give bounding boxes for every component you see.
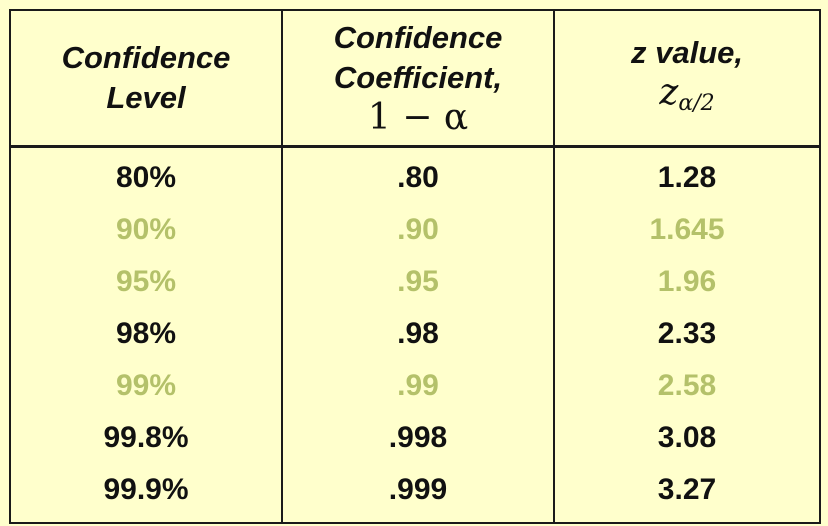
cell-z-value: 2.33 <box>553 308 821 360</box>
header-confidence-coefficient-line2: Coefficient, <box>333 60 503 95</box>
header-row: Confidence Level Confidence Coefficient,… <box>9 9 821 148</box>
cell-confidence-coefficient: .999 <box>281 464 555 524</box>
table-row: 80% .80 1.28 <box>9 146 821 204</box>
table-row: 99.8% .998 3.08 <box>9 412 821 464</box>
alpha-over-2-subscript: α/2 <box>678 90 715 116</box>
cell-z-value: 3.08 <box>553 412 821 464</box>
table-row: 99% .99 2.58 <box>9 360 821 412</box>
table-row: 90% .90 1.645 <box>9 204 821 256</box>
table-row: 99.9% .999 3.27 <box>9 464 821 524</box>
cell-confidence-coefficient: .80 <box>281 146 555 204</box>
header-confidence-coefficient: Confidence Coefficient, 1 − α <box>281 9 555 148</box>
cell-confidence-level: 95% <box>9 256 283 308</box>
z-symbol: z <box>659 71 679 113</box>
cell-confidence-coefficient: .998 <box>281 412 555 464</box>
cell-z-value: 1.28 <box>553 146 821 204</box>
cell-confidence-level: 99% <box>9 360 283 412</box>
header-z-value: z value, zα/2 <box>553 9 821 148</box>
header-confidence-level-line1: Confidence <box>61 40 231 75</box>
header-z-alpha-over-2: zα/2 <box>555 71 819 124</box>
confidence-z-table: Confidence Level Confidence Coefficient,… <box>9 9 821 524</box>
cell-z-value: 1.96 <box>553 256 821 308</box>
table-body: 80% .80 1.28 90% .90 1.645 95% .95 1.96 98% .98 2.3… <box>9 146 821 524</box>
header-confidence-level-line2: Level <box>106 80 186 115</box>
cell-z-value: 3.27 <box>553 464 821 524</box>
cell-z-value: 1.645 <box>553 204 821 256</box>
cell-confidence-coefficient: .98 <box>281 308 555 360</box>
cell-z-value: 2.58 <box>553 360 821 412</box>
cell-confidence-coefficient: .90 <box>281 204 555 256</box>
cell-confidence-level: 98% <box>9 308 283 360</box>
header-z-value-line1: z value, <box>631 34 743 70</box>
cell-confidence-level: 99.8% <box>9 412 283 464</box>
table-header: Confidence Level Confidence Coefficient,… <box>9 9 821 148</box>
cell-confidence-coefficient: .95 <box>281 256 555 308</box>
cell-confidence-level: 90% <box>9 204 283 256</box>
header-one-minus-alpha: 1 − α <box>367 97 469 138</box>
cell-confidence-coefficient: .99 <box>281 360 555 412</box>
cell-confidence-level: 80% <box>9 146 283 204</box>
cell-confidence-level: 99.9% <box>9 464 283 524</box>
header-confidence-coefficient-line1: Confidence <box>333 20 503 55</box>
table-row: 98% .98 2.33 <box>9 308 821 360</box>
header-confidence-level: Confidence Level <box>9 9 283 148</box>
table-row: 95% .95 1.96 <box>9 256 821 308</box>
